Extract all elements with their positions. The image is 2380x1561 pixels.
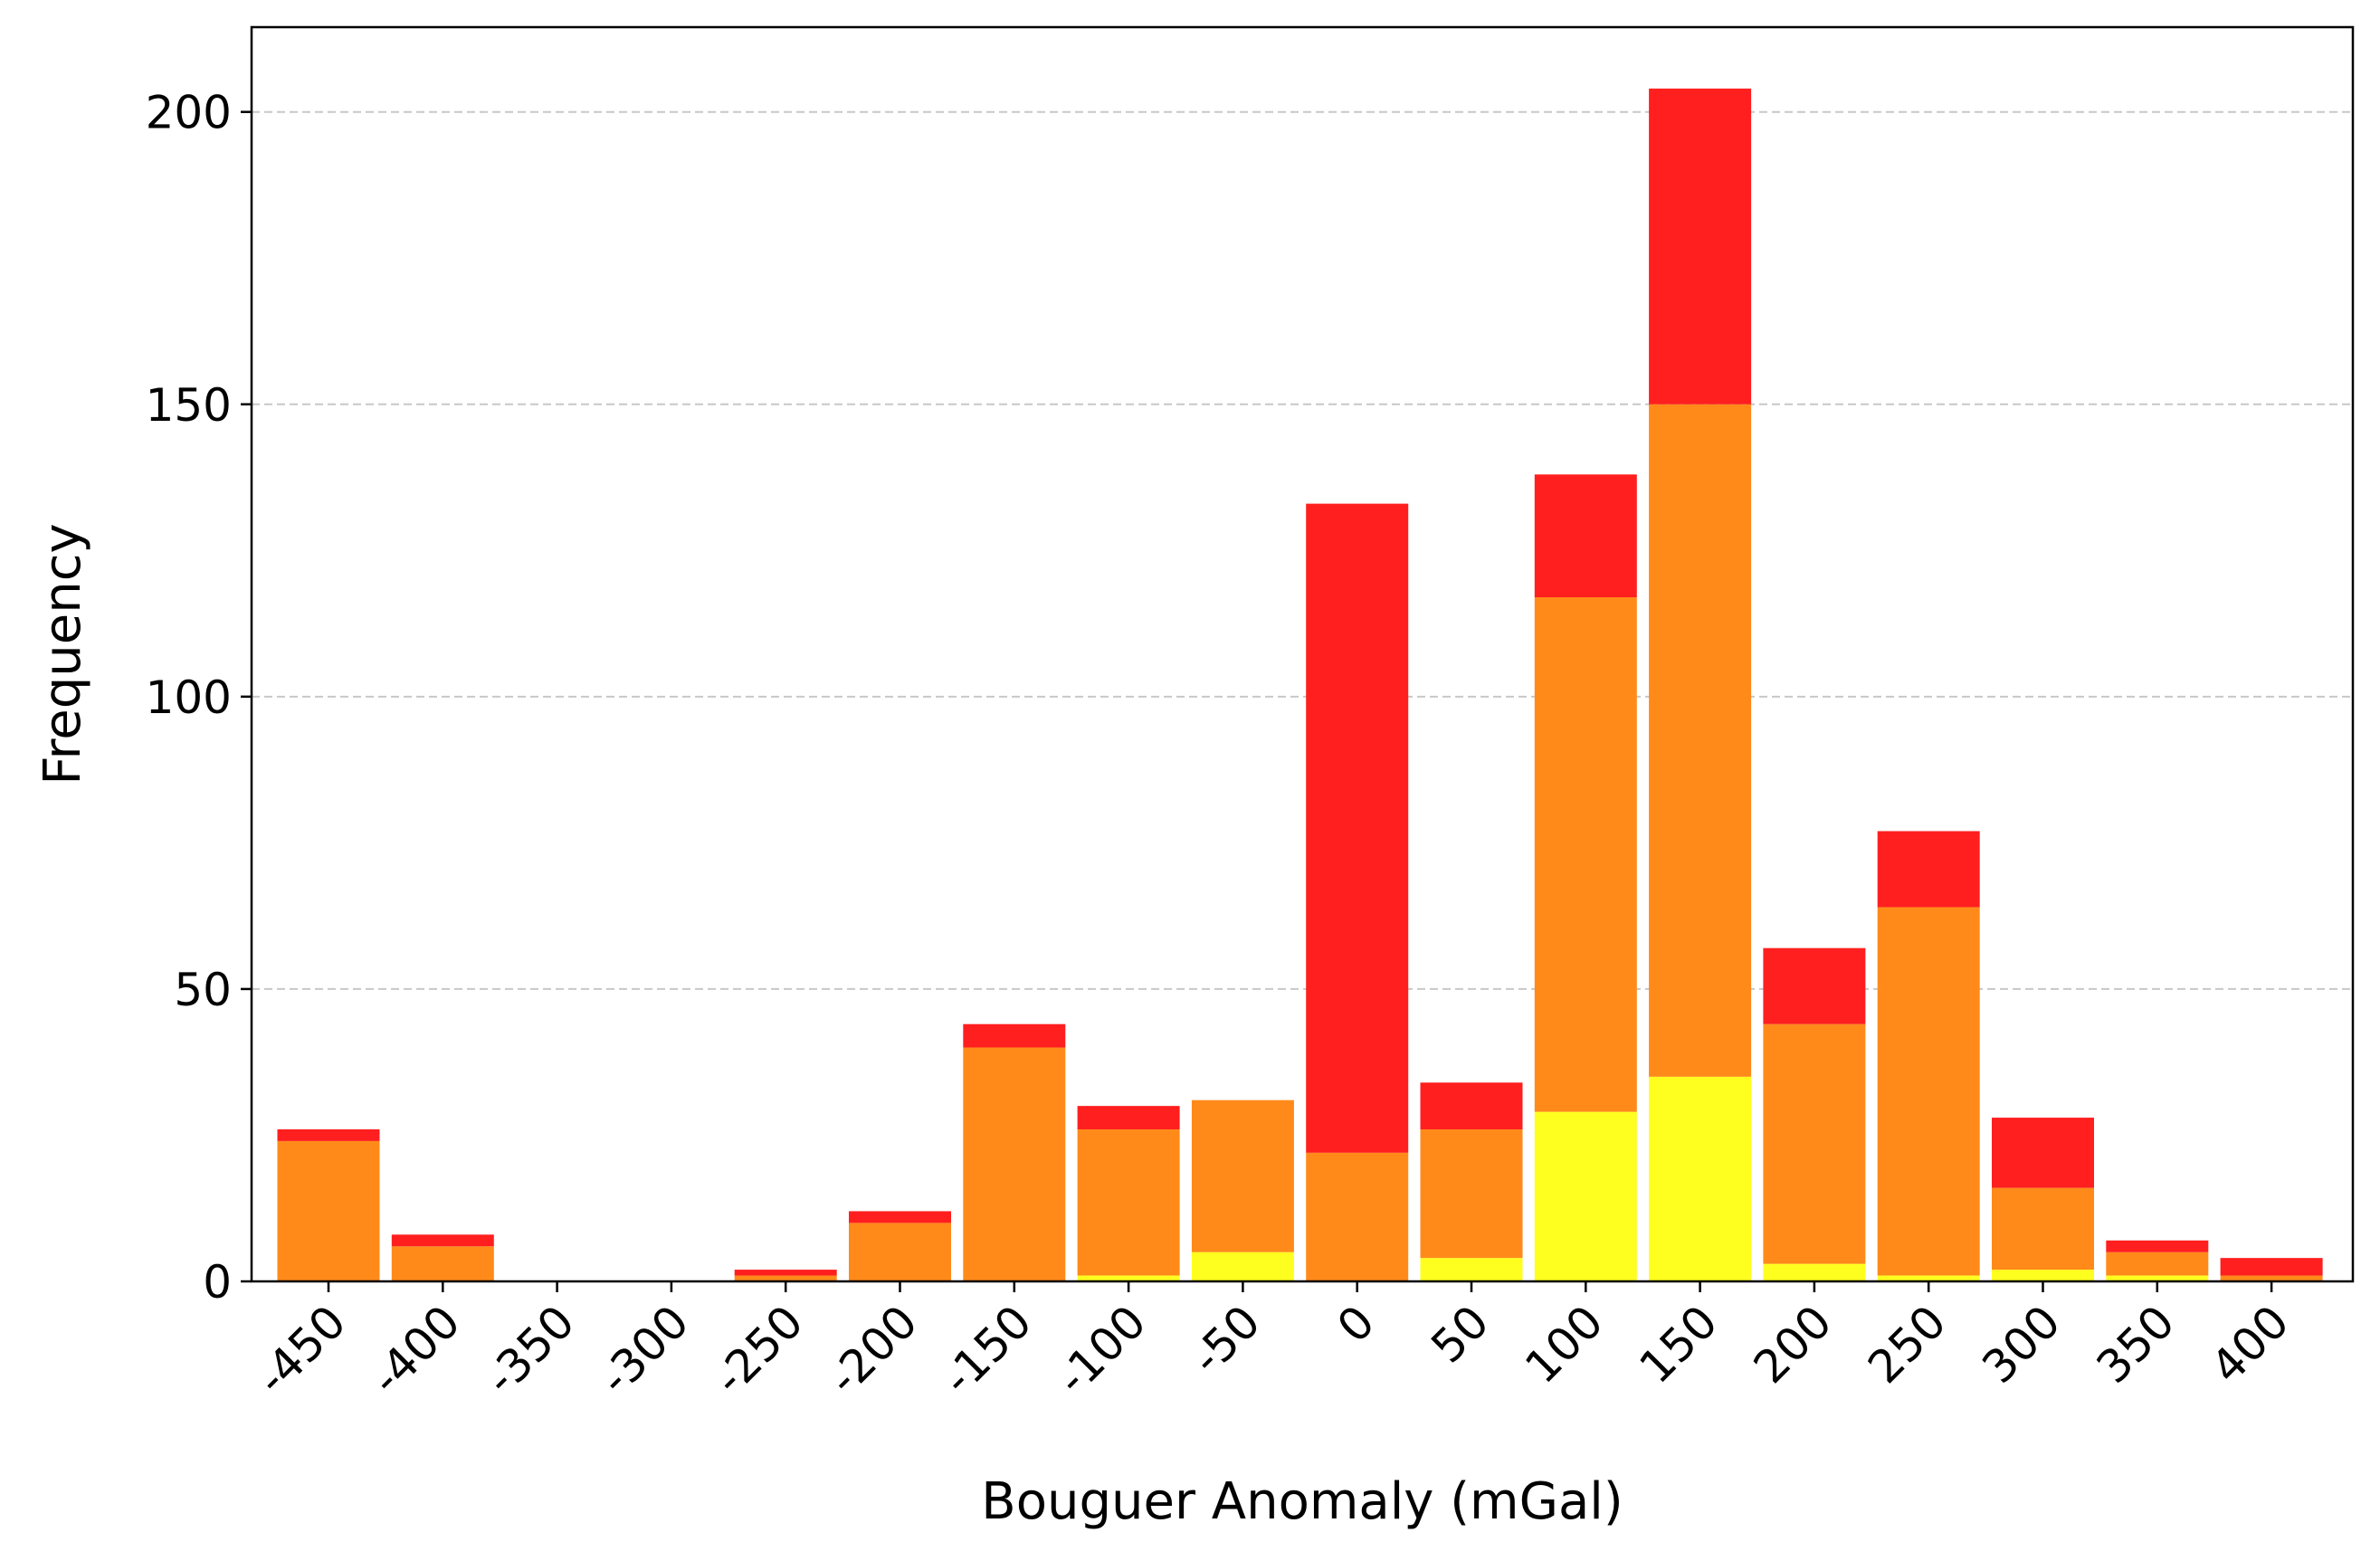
x-tick-label: 350 bbox=[2087, 1295, 2185, 1393]
bar-segment bbox=[277, 1129, 380, 1141]
bar-segment bbox=[1534, 1111, 1637, 1281]
bar-segment bbox=[849, 1211, 951, 1223]
x-tick-label: -450 bbox=[246, 1295, 356, 1404]
x-axis-ticks: -450 -400 -350 -300 -250 -200 -150 -100 -50 0 50 10… bbox=[246, 1281, 2299, 1405]
bar-segment bbox=[391, 1234, 494, 1247]
bars bbox=[277, 88, 2323, 1281]
x-tick-label: -300 bbox=[589, 1295, 699, 1404]
bar-segment bbox=[1649, 88, 1752, 405]
bar-segment bbox=[1306, 503, 1409, 1153]
x-tick-label: 0 bbox=[1328, 1295, 1385, 1353]
y-tick-label: 50 bbox=[174, 964, 232, 1016]
bar-segment bbox=[1191, 1252, 1294, 1281]
x-tick-label: 250 bbox=[1858, 1295, 1956, 1393]
plot-frame bbox=[250, 25, 2355, 1283]
gridlines bbox=[252, 110, 2353, 990]
bar-segment bbox=[1992, 1187, 2094, 1271]
bar-segment bbox=[1420, 1129, 1523, 1259]
x-tick-label: 50 bbox=[1421, 1295, 1499, 1373]
bar-segment bbox=[1534, 474, 1637, 597]
bar-segment bbox=[1306, 1152, 1409, 1281]
x-tick-label: -200 bbox=[818, 1295, 928, 1404]
bar-segment bbox=[1191, 1099, 1294, 1252]
bar-segment bbox=[1420, 1258, 1523, 1281]
x-tick-label: 300 bbox=[1972, 1295, 2070, 1393]
bar-segment bbox=[849, 1223, 951, 1281]
bar-segment bbox=[2220, 1258, 2323, 1276]
bar-segment bbox=[1077, 1106, 1180, 1129]
x-tick-label: -350 bbox=[475, 1295, 585, 1404]
bar-segment bbox=[1877, 1275, 1980, 1281]
bar-segment bbox=[1534, 597, 1637, 1112]
x-tick-label: -100 bbox=[1046, 1295, 1156, 1404]
bar-segment bbox=[2106, 1275, 2209, 1281]
bar-segment bbox=[1763, 1263, 1866, 1281]
bar-segment bbox=[1877, 907, 1980, 1276]
x-tick-label: -150 bbox=[932, 1295, 1042, 1404]
bar-segment bbox=[1763, 1023, 1866, 1264]
x-tick-label: 100 bbox=[1515, 1295, 1613, 1393]
bar-segment bbox=[963, 1023, 1066, 1048]
x-axis-label: Bouguer Anomaly (mGal) bbox=[981, 1472, 1623, 1531]
bar-segment bbox=[1992, 1270, 2094, 1281]
x-tick-label: -50 bbox=[1181, 1295, 1271, 1385]
bar-segment bbox=[2106, 1240, 2209, 1252]
bar-segment bbox=[734, 1275, 837, 1281]
y-tick-label: 100 bbox=[146, 671, 232, 724]
x-tick-label: 200 bbox=[1744, 1295, 1842, 1393]
bar-segment bbox=[1763, 947, 1866, 1024]
y-tick-label: 150 bbox=[146, 379, 232, 432]
bar-segment bbox=[1877, 831, 1980, 908]
x-tick-label: 400 bbox=[2201, 1295, 2299, 1393]
bar-segment bbox=[1649, 404, 1752, 1077]
x-tick-label: 150 bbox=[1630, 1295, 1728, 1393]
bar-segment bbox=[277, 1140, 380, 1281]
y-axis-ticks: 0 50 100 150 200 bbox=[146, 87, 252, 1309]
y-axis-label: Frequency bbox=[33, 523, 92, 785]
y-tick-label: 0 bbox=[203, 1256, 232, 1309]
bar-segment bbox=[963, 1047, 1066, 1281]
bar-segment bbox=[1649, 1076, 1752, 1281]
bar-segment bbox=[2106, 1252, 2209, 1276]
bar-segment bbox=[2220, 1275, 2323, 1281]
bar-segment bbox=[391, 1246, 494, 1281]
bar-segment bbox=[1420, 1082, 1523, 1129]
bar-segment bbox=[1992, 1118, 2094, 1188]
y-tick-label: 200 bbox=[146, 87, 232, 139]
bar-segment bbox=[1077, 1129, 1180, 1276]
bar-segment bbox=[734, 1270, 837, 1276]
x-tick-label: -250 bbox=[703, 1295, 813, 1404]
bar-segment bbox=[1077, 1275, 1180, 1281]
x-tick-label: -400 bbox=[361, 1295, 471, 1404]
